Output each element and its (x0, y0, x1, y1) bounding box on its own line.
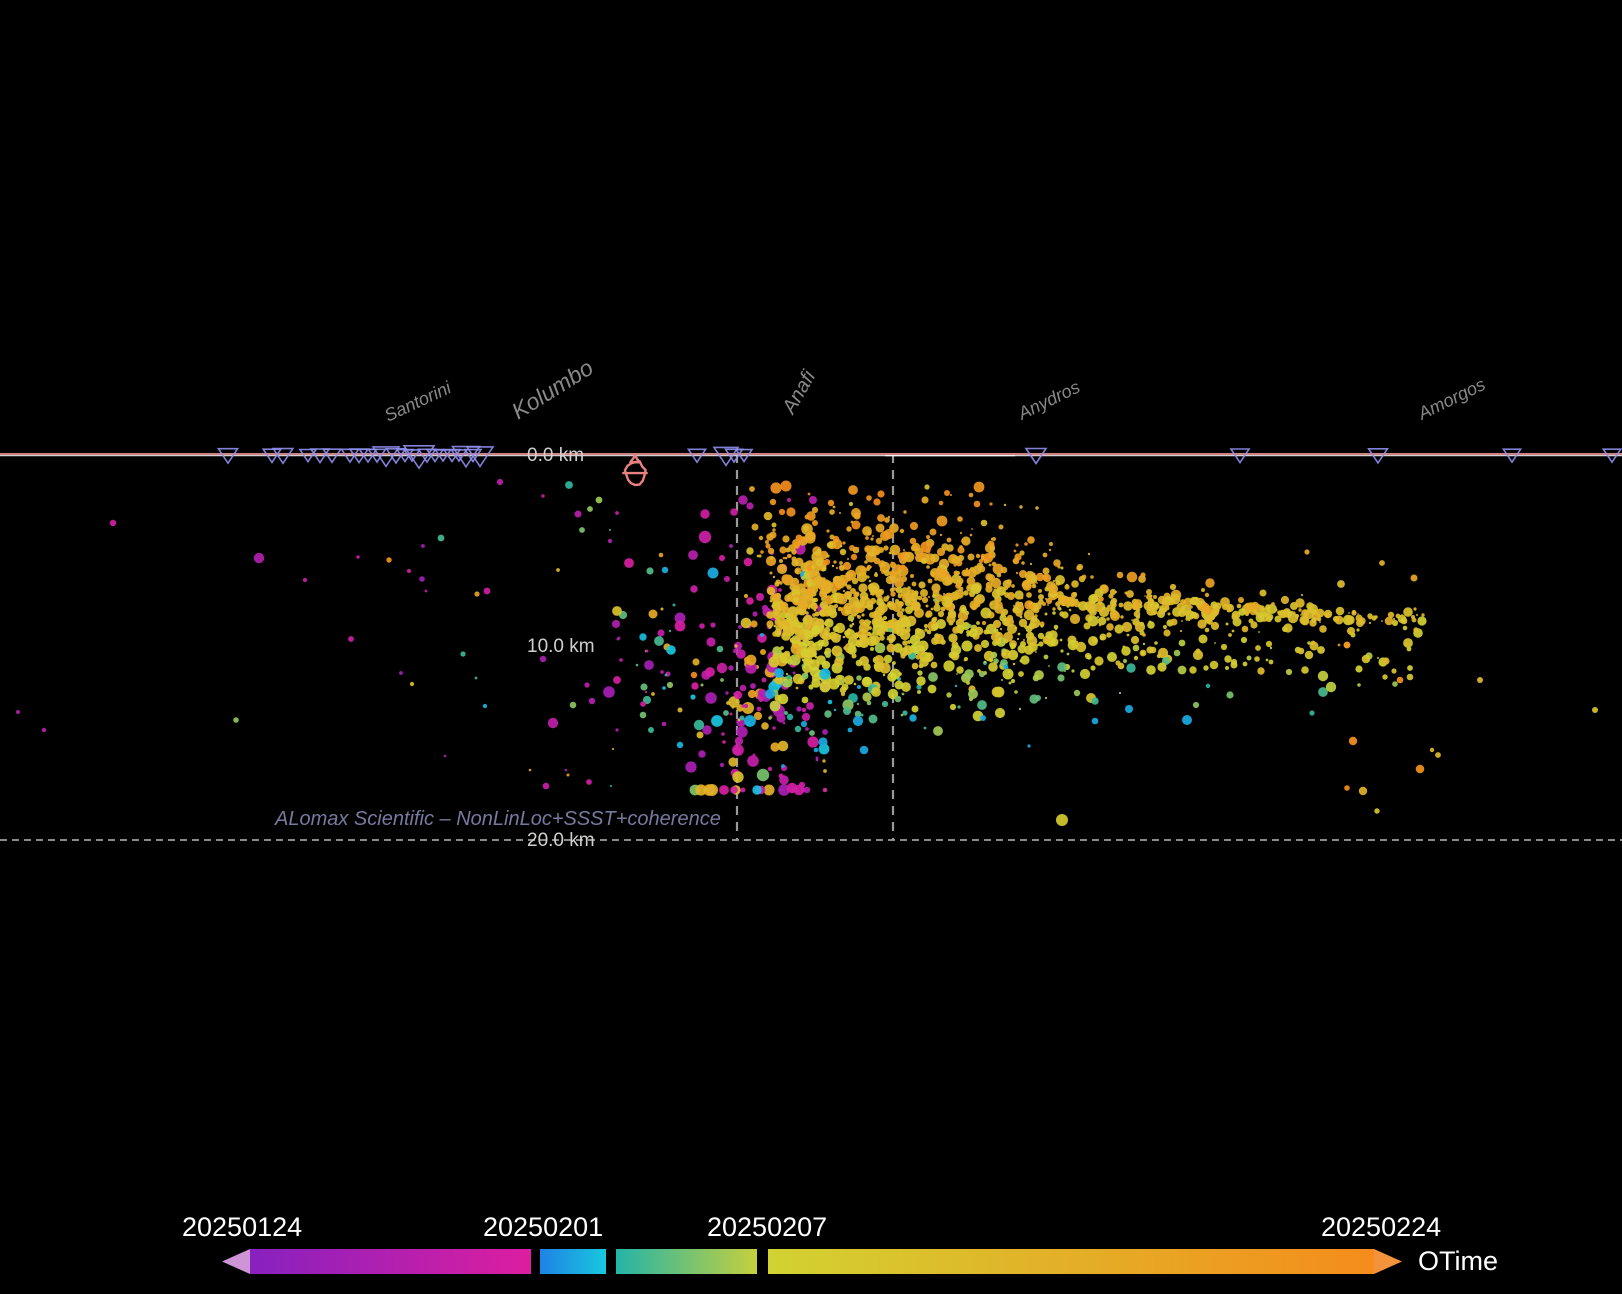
svg-text:OTime: OTime (1418, 1246, 1498, 1276)
svg-text:10.0 km: 10.0 km (527, 636, 595, 657)
svg-text:0.0 km: 0.0 km (527, 445, 584, 466)
svg-text:ALomax Scientific – NonLinLoc+: ALomax Scientific – NonLinLoc+SSST+coher… (274, 808, 721, 830)
svg-text:20.0 km: 20.0 km (527, 830, 595, 851)
svg-text:20250207: 20250207 (707, 1212, 827, 1242)
svg-text:20250201: 20250201 (483, 1212, 603, 1242)
svg-text:20250124: 20250124 (182, 1212, 302, 1242)
svg-text:20250224: 20250224 (1321, 1212, 1441, 1242)
